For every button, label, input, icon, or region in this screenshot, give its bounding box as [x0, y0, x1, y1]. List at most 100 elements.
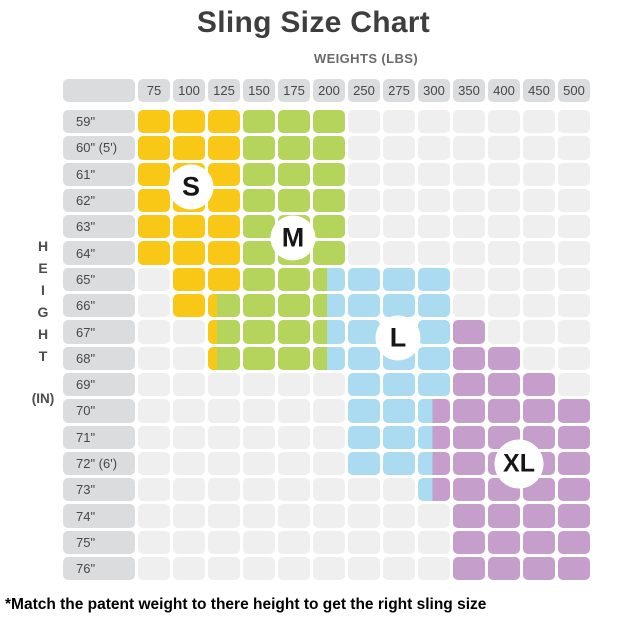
grid-cell: [383, 372, 415, 397]
height-row-label: 70": [63, 399, 135, 423]
height-row-label: 63": [63, 215, 135, 239]
grid-cell: [523, 346, 555, 370]
grid-cell: [313, 504, 345, 528]
weights-axis-label: WEIGHTS (LBS): [313, 51, 419, 66]
grid-cell: [278, 451, 310, 476]
grid-cell: [278, 399, 310, 423]
grid-cell: [173, 136, 205, 160]
grid-cell: [278, 557, 310, 581]
grid-cell: [453, 478, 485, 502]
grid-cell: [558, 399, 590, 423]
height-row-label: 64": [63, 241, 135, 265]
grid-cell: [488, 346, 520, 370]
grid-cell: [313, 530, 345, 555]
grid-cell: [418, 557, 450, 581]
grid-cell: [138, 504, 170, 528]
grid-cell: [208, 372, 240, 397]
grid-cell: [173, 530, 205, 555]
grid-cell: [488, 241, 520, 265]
grid-cell: [348, 425, 380, 449]
grid-cell: [523, 320, 555, 344]
grid-cell: [418, 241, 450, 265]
grid-cell: [523, 530, 555, 555]
weights-header-row: 75 100 125 150 175 200 250 275 300 350 400 450 500: [63, 79, 590, 102]
grid-cell: [558, 320, 590, 344]
grid-cell: [313, 215, 345, 239]
grid-cell: [383, 425, 415, 449]
height-row-label: 75": [63, 530, 135, 555]
grid-cell: [243, 399, 275, 423]
grid-cell: [243, 294, 275, 318]
grid-cell: [138, 136, 170, 160]
grid-cell: [138, 557, 170, 581]
grid-cell: [173, 425, 205, 449]
size-marker-m: M: [270, 215, 316, 261]
grid-cell: [348, 346, 380, 370]
weight-header-cell: 100: [173, 79, 205, 102]
grid-cell: [313, 425, 345, 449]
grid-cell: [313, 241, 345, 265]
grid-cell: [418, 110, 450, 134]
grid-cell: [138, 451, 170, 476]
height-axis-unit: (IN): [31, 391, 55, 406]
grid-cell: [208, 504, 240, 528]
grid-cell: [243, 320, 275, 344]
grid-cell: [453, 110, 485, 134]
grid-cell: [488, 372, 520, 397]
grid-cell: [523, 162, 555, 186]
grid-cell: [348, 399, 380, 423]
height-axis-letter: E: [38, 260, 48, 276]
grid-cell: [138, 399, 170, 423]
grid-cell: [173, 320, 205, 344]
grid-cell: [558, 346, 590, 370]
grid-cell: [138, 530, 170, 555]
height-axis-letter: I: [41, 282, 45, 298]
grid-cell: [348, 557, 380, 581]
grid-cell: [453, 136, 485, 160]
grid-cell: [208, 425, 240, 449]
grid-cell: [383, 451, 415, 476]
grid-cell: [243, 162, 275, 186]
size-marker-xl: XL: [494, 439, 544, 489]
grid-cell: [313, 372, 345, 397]
grid-cell: [488, 110, 520, 134]
grid-cell: [418, 504, 450, 528]
grid-cell: [313, 320, 345, 344]
weight-header-cell: 275: [383, 79, 415, 102]
grid-cell: [278, 110, 310, 134]
grid-cell: [523, 241, 555, 265]
grid-cell: [383, 136, 415, 160]
grid-cell: [173, 557, 205, 581]
grid-cell: [418, 425, 450, 449]
grid-cell: [523, 267, 555, 292]
grid-cell: [383, 110, 415, 134]
grid-cell: [138, 346, 170, 370]
grid-cell: [243, 557, 275, 581]
grid-cell: [453, 294, 485, 318]
grid-cell: [558, 267, 590, 292]
grid-cell: [558, 188, 590, 213]
grid-cell: [208, 136, 240, 160]
grid-cell: [453, 399, 485, 423]
footnote-text: *Match the patent weight to there height…: [5, 596, 487, 613]
grid-cell: [138, 241, 170, 265]
grid-cell: [383, 241, 415, 265]
grid-cell: [243, 346, 275, 370]
grid-cell: [418, 478, 450, 502]
grid-cell: [558, 451, 590, 476]
grid-cell: [313, 346, 345, 370]
grid-cell: [173, 399, 205, 423]
grid-cell: [173, 267, 205, 292]
grid-cell: [453, 346, 485, 370]
grid-cell: [558, 294, 590, 318]
grid-cell: [348, 136, 380, 160]
grid-cell: [558, 241, 590, 265]
grid-cell: [523, 504, 555, 528]
grid-cell: [208, 110, 240, 134]
grid-cell: [348, 162, 380, 186]
grid-cell: [523, 399, 555, 423]
grid-cell: [173, 346, 205, 370]
grid-cell: [453, 425, 485, 449]
grid-cell: [383, 294, 415, 318]
